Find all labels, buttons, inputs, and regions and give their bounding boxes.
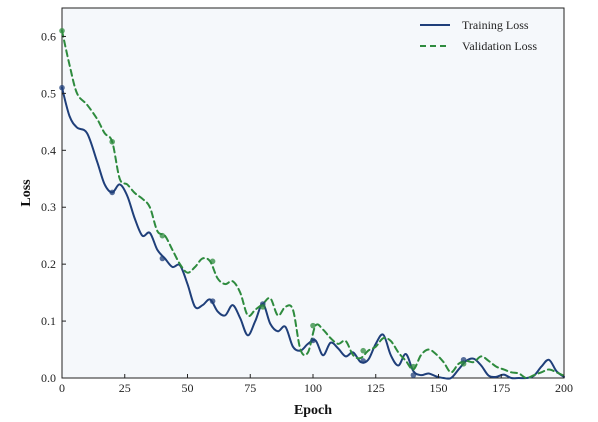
y-tick-label: 0.1 (41, 314, 56, 328)
x-axis-title: Epoch (294, 403, 332, 418)
marker-training (59, 84, 65, 91)
marker-training (159, 255, 166, 262)
marker-training (310, 337, 316, 344)
x-tick-label: 175 (492, 381, 510, 395)
x-tick-label: 150 (430, 381, 448, 395)
legend-label-training: Training Loss (462, 18, 529, 32)
y-tick-label: 0.5 (41, 86, 56, 100)
y-tick-label: 0.3 (41, 200, 56, 214)
x-tick-label: 25 (119, 381, 131, 395)
marker-layer (59, 27, 467, 378)
x-tick-label: 200 (555, 381, 573, 395)
marker-validation (159, 232, 166, 239)
y-tick-label: 0.4 (41, 143, 56, 157)
marker-validation (260, 304, 266, 310)
legend-label-validation: Validation Loss (462, 39, 537, 53)
x-tick-label: 0 (59, 381, 65, 395)
marker-validation (209, 258, 216, 265)
marker-training (360, 358, 367, 364)
marker-validation (460, 360, 467, 367)
marker-validation (410, 363, 417, 370)
marker-training (410, 372, 417, 378)
marker-validation (59, 27, 65, 34)
marker-training (209, 298, 216, 304)
x-tick-label: 125 (367, 381, 385, 395)
x-tick-label: 50 (182, 381, 194, 395)
y-tick-label: 0.2 (41, 257, 56, 271)
marker-validation (360, 347, 367, 354)
y-axis-title: Loss (19, 179, 34, 207)
marker-training (460, 356, 467, 363)
marker-training (109, 189, 115, 196)
y-tick-label: 0.0 (41, 371, 56, 385)
x-tick-label: 75 (244, 381, 256, 395)
tick-layer: 0 25 50 75 100 125 150 175 200 0.0 0.1 0.2 0.3 0.4 0.5… (41, 29, 573, 395)
series-line-validation (61, 29, 565, 380)
legend: Training Loss Validation Loss (420, 18, 537, 53)
marker-validation (109, 138, 115, 145)
plot-area (61, 7, 565, 379)
x-tick-label: 100 (304, 381, 322, 395)
y-tick-label: 0.6 (41, 29, 56, 43)
marker-validation (310, 322, 316, 329)
